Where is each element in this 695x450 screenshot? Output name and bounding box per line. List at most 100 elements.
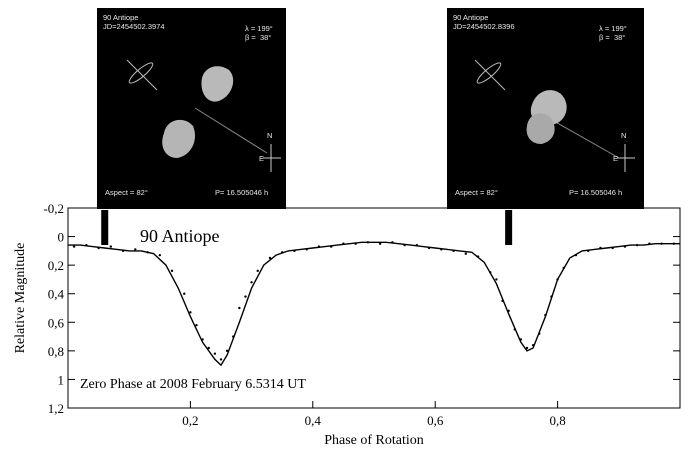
observation-point <box>213 352 217 355</box>
shape-model-figure-2 <box>474 59 635 172</box>
observation-point <box>635 243 639 247</box>
observation-point <box>403 243 406 247</box>
observation-point <box>305 248 308 251</box>
observation-point <box>109 245 113 248</box>
observation-point <box>366 241 370 244</box>
observation-point <box>189 311 192 314</box>
y-tick-label: 0,2 <box>48 258 64 273</box>
x-tick-label: 0,2 <box>182 413 198 428</box>
observation-point <box>378 242 382 245</box>
observation-point <box>440 248 443 251</box>
panel-period: P= 16.505046 h <box>215 188 269 197</box>
observation-point <box>268 256 272 260</box>
observation-point <box>238 306 241 310</box>
observation-point <box>660 242 663 245</box>
y-axis-title: Relative Magnitude <box>13 243 28 354</box>
y-tick-label: -0,2 <box>43 201 64 216</box>
observation-point <box>219 358 223 361</box>
observation-point <box>207 346 210 350</box>
spin-axis-ellipse <box>128 62 154 84</box>
shape-model-panel-1: 90 Antiope JD=2454502.3974 λ = 199° β = … <box>97 8 286 209</box>
observation-point <box>574 253 578 257</box>
y-tick-label: 0,4 <box>48 287 65 302</box>
observation-point <box>170 269 174 273</box>
shape-model-panel-2: 90 Antiope JD=2454502.8396 λ = 199° β = … <box>447 8 644 209</box>
observation-point <box>146 251 149 254</box>
compass-north-label: N <box>621 131 627 140</box>
observation-point <box>599 246 602 250</box>
observation-point <box>550 295 553 298</box>
observation-point <box>611 246 614 250</box>
observation-point <box>225 349 229 353</box>
compass-north-label: N <box>267 131 273 140</box>
observation-point <box>201 338 204 341</box>
observation-point <box>452 249 455 253</box>
asteroid-component-a <box>201 66 234 102</box>
y-tick-label: 0,8 <box>48 344 64 359</box>
x-axis-title: Phase of Rotation <box>324 433 424 448</box>
compass-east-label: E <box>259 154 265 163</box>
y-tick-label: 1,2 <box>48 401 64 416</box>
observation-point <box>158 253 161 257</box>
panel-aspect: Aspect = 82° <box>455 188 498 197</box>
observation-point <box>476 255 480 258</box>
panel-lambda: λ = 199° <box>599 24 627 33</box>
observation-point <box>232 335 235 338</box>
observation-point <box>72 245 76 248</box>
phase-marker <box>101 210 109 245</box>
observation-point <box>121 249 125 253</box>
observation-point <box>342 242 345 245</box>
observation-point <box>495 278 498 281</box>
y-tick-label: 0 <box>58 230 65 245</box>
observation-point <box>256 269 259 273</box>
model-lightcurve <box>68 241 680 367</box>
x-tick-label: 0,4 <box>305 413 322 428</box>
observation-point <box>538 332 541 335</box>
panel-period: P= 16.505046 h <box>569 188 623 197</box>
panel-aspect: Aspect = 82° <box>105 188 148 197</box>
observation-point <box>415 243 419 247</box>
observation-point <box>293 249 296 253</box>
observation-point <box>672 242 676 245</box>
observation-point <box>648 242 651 245</box>
observation-point <box>519 338 523 341</box>
panel-julian-date: JD=2454502.8396 <box>453 22 515 31</box>
spin-axis-ellipse <box>476 62 502 84</box>
observation-point <box>183 292 186 295</box>
observation-point <box>195 323 198 327</box>
panel-object-name: 90 Antiope <box>453 13 489 22</box>
observation-point <box>427 246 431 250</box>
phase-marker <box>505 210 513 245</box>
observation-point <box>507 309 510 313</box>
x-tick-label: 0,8 <box>549 413 565 428</box>
observation-point <box>501 299 504 303</box>
asteroid-component-b <box>162 119 196 158</box>
observation-point <box>134 248 137 251</box>
observation-point <box>556 278 559 281</box>
compass-east-label: E <box>613 154 619 163</box>
observation-point <box>329 245 333 248</box>
spin-axis-line <box>474 59 506 91</box>
observation-point <box>464 252 467 255</box>
panel-object-name: 90 Antiope <box>103 13 139 22</box>
x-tick-label: 0,6 <box>427 413 444 428</box>
plot-frame <box>67 207 681 409</box>
observation-point <box>544 313 547 317</box>
observation-point <box>587 249 590 253</box>
observation-point <box>513 328 516 331</box>
observation-point <box>281 251 284 254</box>
orbit-line <box>194 107 268 154</box>
shape-model-figure-1 <box>126 59 281 172</box>
chart-title: 90 Antiope <box>140 226 220 246</box>
panel-beta: β = 38° <box>599 33 626 42</box>
observation-point <box>623 245 627 248</box>
observation-point <box>317 245 321 248</box>
panel-beta: β = 38° <box>245 33 272 42</box>
observation-point <box>85 243 88 247</box>
panel-julian-date: JD=2454502.3974 <box>103 22 165 31</box>
observation-point <box>531 343 535 347</box>
observation-point <box>244 295 247 298</box>
asteroid-component-b <box>526 113 555 144</box>
panel-lambda: λ = 199° <box>245 24 273 33</box>
